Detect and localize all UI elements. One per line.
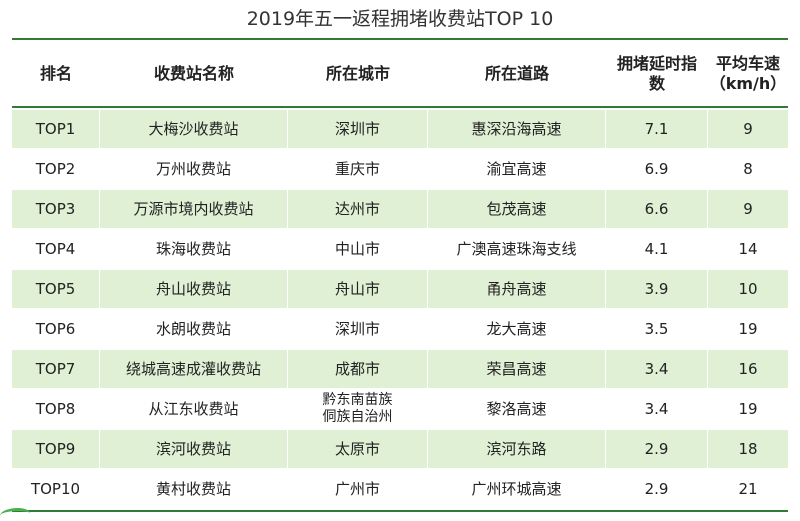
- table-row: TOP5 舟山收费站 舟山市 甬舟高速 3.9 10: [12, 268, 788, 308]
- delay-index-cell: 7.1: [606, 108, 708, 148]
- table-row: TOP8 从江东收费站 黔东南苗族 侗族自治州 黎洛高速 3.4 19: [12, 388, 788, 428]
- city-line1: 黔东南苗族: [322, 392, 393, 408]
- city-cell: 舟山市: [288, 268, 428, 308]
- road-cell: 滨河东路: [428, 428, 606, 468]
- city-cell: 中山市: [288, 228, 428, 268]
- road-cell: 包茂高速: [428, 188, 606, 228]
- table-row: TOP3 万源市境内收费站 达州市 包茂高速 6.6 9: [12, 188, 788, 228]
- corner-decoration: [0, 508, 30, 521]
- road-cell: 惠深沿海高速: [428, 108, 606, 148]
- table-title: 2019年五一返程拥堵收费站TOP 10: [246, 8, 554, 30]
- table-row: TOP6 水朗收费站 深圳市 龙大高速 3.5 19: [12, 308, 788, 348]
- station-cell: 舟山收费站: [100, 268, 288, 308]
- road-cell: 黎洛高速: [428, 388, 606, 428]
- bottom-divider: [12, 510, 788, 512]
- station-cell: 万源市境内收费站: [100, 188, 288, 228]
- city-cell: 成都市: [288, 348, 428, 388]
- rank-cell: TOP1: [12, 108, 100, 148]
- avg-speed-cell: 18: [708, 428, 788, 468]
- table-row: TOP1 大梅沙收费站 深圳市 惠深沿海高速 7.1 9: [12, 108, 788, 148]
- table-row: TOP9 滨河收费站 太原市 滨河东路 2.9 18: [12, 428, 788, 468]
- header-speed-line1: 平均车速: [715, 54, 780, 73]
- congestion-table: 排名 收费站名称 所在城市 所在道路 拥堵延时指 数 平均车速 （km/h） T…: [12, 42, 788, 508]
- avg-speed-cell: 10: [708, 268, 788, 308]
- delay-index-cell: 4.1: [606, 228, 708, 268]
- station-cell: 珠海收费站: [100, 228, 288, 268]
- delay-index-cell: 2.9: [606, 428, 708, 468]
- station-cell: 万州收费站: [100, 148, 288, 188]
- table-row: TOP4 珠海收费站 中山市 广澳高速珠海支线 4.1 14: [12, 228, 788, 268]
- road-cell: 龙大高速: [428, 308, 606, 348]
- delay-index-cell: 2.9: [606, 468, 708, 508]
- header-row: 排名 收费站名称 所在城市 所在道路 拥堵延时指 数 平均车速 （km/h）: [12, 42, 788, 108]
- delay-index-cell: 3.4: [606, 388, 708, 428]
- table-row: TOP2 万州收费站 重庆市 渝宜高速 6.9 8: [12, 148, 788, 188]
- header-rank: 排名: [12, 42, 100, 108]
- avg-speed-cell: 8: [708, 148, 788, 188]
- delay-index-cell: 6.6: [606, 188, 708, 228]
- header-road: 所在道路: [428, 42, 606, 108]
- city-cell: 太原市: [288, 428, 428, 468]
- city-cell: 深圳市: [288, 308, 428, 348]
- avg-speed-cell: 16: [708, 348, 788, 388]
- station-cell: 绕城高速成灌收费站: [100, 348, 288, 388]
- road-cell: 甬舟高速: [428, 268, 606, 308]
- delay-index-cell: 3.5: [606, 308, 708, 348]
- header-avg-speed: 平均车速 （km/h）: [708, 42, 788, 108]
- city-cell: 重庆市: [288, 148, 428, 188]
- delay-index-cell: 3.4: [606, 348, 708, 388]
- road-cell: 广州环城高速: [428, 468, 606, 508]
- table-row: TOP10 黄村收费站 广州市 广州环城高速 2.9 21: [12, 468, 788, 508]
- rank-cell: TOP7: [12, 348, 100, 388]
- table-body: TOP1 大梅沙收费站 深圳市 惠深沿海高速 7.1 9 TOP2 万州收费站 重庆市 渝宜高速 6…: [12, 108, 788, 508]
- header-delay-index: 拥堵延时指 数: [606, 42, 708, 108]
- avg-speed-cell: 19: [708, 388, 788, 428]
- title-divider: [12, 38, 788, 40]
- rank-cell: TOP2: [12, 148, 100, 188]
- city-cell: 达州市: [288, 188, 428, 228]
- city-cell: 深圳市: [288, 108, 428, 148]
- header-station: 收费站名称: [100, 42, 288, 108]
- city-cell: 黔东南苗族 侗族自治州: [288, 388, 428, 428]
- header-delay-line1: 拥堵延时指: [616, 54, 697, 73]
- rank-cell: TOP8: [12, 388, 100, 428]
- city-line2: 侗族自治州: [322, 409, 393, 425]
- delay-index-cell: 3.9: [606, 268, 708, 308]
- station-cell: 从江东收费站: [100, 388, 288, 428]
- avg-speed-cell: 19: [708, 308, 788, 348]
- header-speed-line2: （km/h）: [709, 74, 787, 93]
- avg-speed-cell: 21: [708, 468, 788, 508]
- table-row: TOP7 绕城高速成灌收费站 成都市 荣昌高速 3.4 16: [12, 348, 788, 388]
- station-cell: 滨河收费站: [100, 428, 288, 468]
- rank-cell: TOP4: [12, 228, 100, 268]
- rank-cell: TOP5: [12, 268, 100, 308]
- road-cell: 渝宜高速: [428, 148, 606, 188]
- avg-speed-cell: 14: [708, 228, 788, 268]
- rank-cell: TOP10: [12, 468, 100, 508]
- station-cell: 水朗收费站: [100, 308, 288, 348]
- road-cell: 荣昌高速: [428, 348, 606, 388]
- rank-cell: TOP3: [12, 188, 100, 228]
- station-cell: 黄村收费站: [100, 468, 288, 508]
- city-cell: 广州市: [288, 468, 428, 508]
- delay-index-cell: 6.9: [606, 148, 708, 188]
- rank-cell: TOP6: [12, 308, 100, 348]
- header-city: 所在城市: [288, 42, 428, 108]
- avg-speed-cell: 9: [708, 108, 788, 148]
- road-cell: 广澳高速珠海支线: [428, 228, 606, 268]
- header-delay-line2: 数: [648, 74, 665, 93]
- avg-speed-cell: 9: [708, 188, 788, 228]
- station-cell: 大梅沙收费站: [100, 108, 288, 148]
- rank-cell: TOP9: [12, 428, 100, 468]
